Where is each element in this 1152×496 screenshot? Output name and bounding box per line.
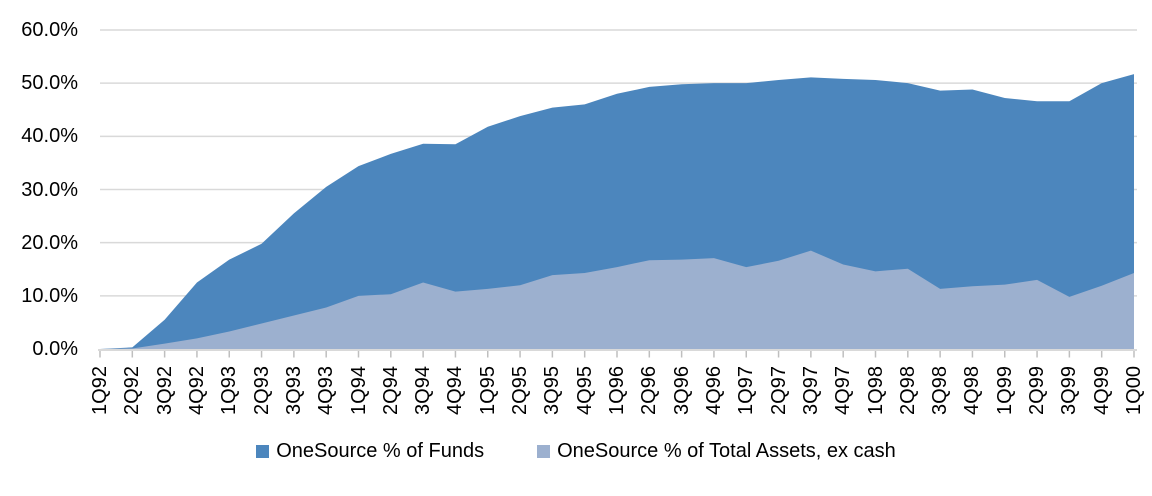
x-tick-label: 3Q99: [1058, 366, 1081, 415]
x-tick-label: 4Q92: [185, 366, 208, 415]
x-tick-label: 2Q99: [1026, 366, 1049, 415]
x-tick-label: 1Q00: [1123, 366, 1145, 415]
x-tick-label: 4Q93: [315, 366, 338, 415]
x-tick-label: 1Q98: [864, 366, 887, 415]
x-tick-label: 1Q95: [476, 366, 499, 415]
y-tick-label: 50.0%: [21, 72, 78, 95]
y-tick-label: 20.0%: [21, 231, 78, 254]
legend-item: OneSource % of Funds: [256, 439, 484, 463]
x-tick-label: 4Q98: [961, 366, 984, 415]
total-assets-ex-cash-swatch-icon: [537, 444, 551, 458]
legend-label: OneSource % of Funds: [276, 440, 485, 462]
x-tick-label: 2Q93: [250, 366, 273, 415]
x-tick-label: 1Q92: [89, 366, 111, 415]
x-tick-label: 1Q94: [347, 366, 370, 415]
x-tick-label: 4Q97: [832, 366, 855, 415]
x-tick-label: 3Q95: [541, 366, 564, 415]
y-tick-label: 0.0%: [32, 338, 78, 360]
y-tick-label: 10.0%: [21, 284, 78, 307]
x-tick-label: 3Q94: [412, 366, 435, 415]
x-tick-label: 2Q95: [509, 366, 532, 415]
y-tick-label: 40.0%: [21, 125, 78, 148]
x-tick-label: 1Q99: [993, 366, 1016, 415]
x-tick-label: 4Q99: [1090, 366, 1113, 415]
x-tick-label: 4Q96: [702, 366, 725, 415]
legend-item: OneSource % of Total Assets, ex cash: [537, 439, 896, 463]
x-tick-label: 3Q98: [929, 366, 952, 415]
x-tick-label: 1Q97: [735, 366, 758, 415]
y-tick-label: 30.0%: [21, 178, 78, 201]
legend: OneSource % of Funds OneSource % of Total…: [0, 439, 1152, 463]
x-tick-label: 3Q92: [153, 366, 176, 415]
x-tick-label: 1Q93: [218, 366, 241, 415]
funds-swatch-icon: [256, 444, 270, 458]
x-tick-label: 4Q95: [573, 366, 596, 415]
x-tick-label: 2Q98: [896, 366, 919, 415]
x-tick-label: 2Q94: [379, 366, 402, 415]
total-assets-ex-cash-area: [100, 250, 1134, 349]
x-tick-label: 3Q93: [282, 366, 305, 415]
x-tick-label: 4Q94: [444, 366, 467, 415]
x-tick-label: 2Q92: [121, 366, 144, 415]
x-tick-label: 3Q96: [670, 366, 693, 415]
x-tick-label: 2Q96: [638, 366, 661, 415]
x-tick-label: 1Q96: [606, 366, 628, 415]
legend-label: OneSource % of Total Assets, ex cash: [557, 440, 896, 462]
x-tick-label: 3Q97: [799, 366, 822, 415]
x-tick-label: 2Q97: [767, 366, 790, 415]
y-tick-label: 60.0%: [21, 19, 78, 41]
